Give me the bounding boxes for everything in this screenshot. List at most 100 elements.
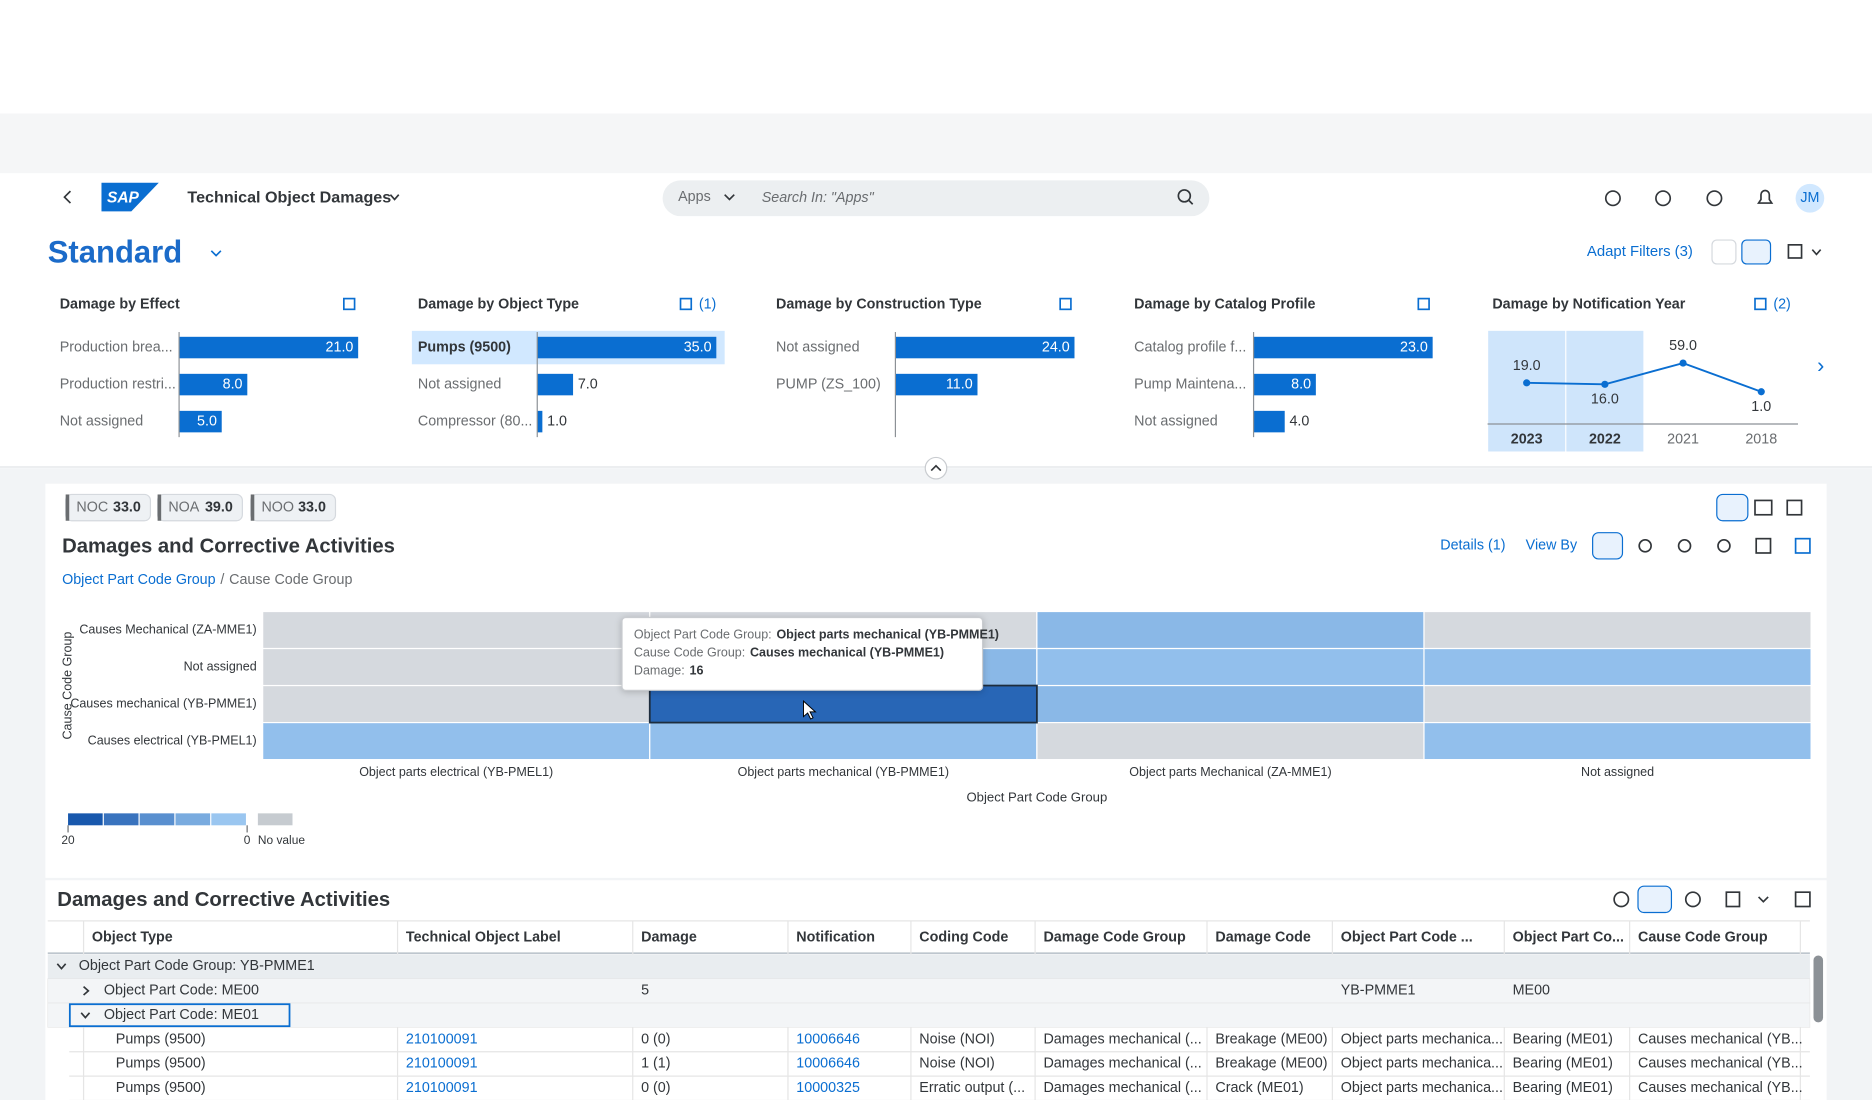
zoom-in[interactable] [1638, 539, 1652, 553]
hide-toggle[interactable] [1637, 885, 1673, 914]
search-input[interactable]: Search In: "Apps" [762, 190, 875, 206]
cell[interactable] [1423, 647, 1812, 687]
cell-text[interactable]: 210100091 [406, 1031, 478, 1047]
next-chart[interactable]: › [1817, 353, 1824, 377]
bar[interactable] [179, 336, 359, 359]
bar-label[interactable]: Pump Maintena... [1134, 376, 1246, 392]
column-header[interactable]: Coding Code [919, 929, 1008, 945]
cell-text[interactable]: 210100091 [406, 1080, 478, 1096]
cell-text[interactable]: 10006646 [796, 1056, 860, 1072]
selected-band[interactable] [1566, 330, 1644, 452]
search-icon[interactable] [1177, 189, 1192, 203]
badge[interactable]: (2) [1773, 296, 1790, 312]
point[interactable] [1601, 380, 1609, 388]
collapse-button[interactable] [924, 456, 948, 480]
cell-text[interactable]: 210100091 [406, 1056, 478, 1072]
expand-icon[interactable] [1417, 297, 1430, 311]
cell[interactable] [649, 721, 1038, 761]
cell[interactable] [649, 684, 1038, 724]
group-row[interactable] [47, 954, 1810, 979]
column-header[interactable]: Cause Code Group [1638, 929, 1768, 945]
app-title[interactable]: Technical Object Damages [187, 189, 391, 207]
expand-icon[interactable] [343, 297, 356, 311]
bar-label[interactable]: Not assigned [1134, 413, 1218, 429]
table-settings[interactable] [1684, 891, 1701, 908]
table-fullscreen[interactable] [1794, 891, 1811, 908]
bar[interactable] [895, 373, 978, 396]
point[interactable] [1679, 359, 1687, 367]
bar[interactable] [1253, 373, 1316, 396]
breadcrumb[interactable]: Object Part Code Group [62, 572, 216, 588]
variant-menu[interactable] [210, 250, 222, 257]
cell-text[interactable]: 10006646 [796, 1031, 860, 1047]
cell[interactable] [1036, 647, 1425, 687]
notifications-icon[interactable] [1757, 189, 1774, 204]
subgroup-row[interactable] [47, 1002, 1811, 1028]
expand-icon[interactable] [1059, 297, 1072, 311]
bar[interactable] [179, 410, 222, 433]
bar-label[interactable]: Not assigned [776, 339, 860, 355]
scrollbar[interactable] [1813, 955, 1824, 1023]
column-header[interactable]: Object Part Code ... [1341, 929, 1473, 945]
legend-toggle[interactable] [1794, 537, 1811, 554]
bar-label[interactable]: Compressor (80... [418, 413, 533, 429]
back-button[interactable] [63, 190, 72, 204]
badge[interactable]: (1) [699, 296, 716, 312]
export[interactable] [1725, 891, 1741, 908]
point[interactable] [1523, 379, 1531, 387]
fullscreen[interactable] [1755, 537, 1772, 554]
column-header[interactable]: Damage [641, 929, 697, 945]
sap-logo[interactable] [101, 182, 159, 212]
x-tick-label[interactable]: 2022 [1589, 431, 1621, 447]
adapt-filters[interactable]: Adapt Filters (3) [1587, 243, 1693, 260]
view-by-toggle[interactable] [1592, 532, 1624, 560]
bar[interactable] [537, 373, 574, 396]
cell-text[interactable]: 10000325 [796, 1080, 860, 1096]
search-scope[interactable]: Apps [678, 189, 711, 205]
column-header[interactable]: Notification [796, 929, 875, 945]
cell[interactable] [1036, 610, 1425, 650]
copilot-icon[interactable] [1604, 190, 1621, 207]
bar-label[interactable]: Production restri... [60, 376, 176, 392]
x-tick-label[interactable]: 2018 [1745, 431, 1777, 447]
column-header[interactable]: Damage Code Group [1043, 929, 1186, 945]
column-header[interactable]: Damage Code [1215, 929, 1310, 945]
list-toggle[interactable] [1711, 239, 1737, 265]
variant-title[interactable]: Standard [48, 235, 182, 270]
point[interactable] [1757, 388, 1765, 396]
bar-label[interactable]: PUMP (ZS_100) [776, 376, 881, 392]
bar[interactable] [179, 373, 248, 396]
details-link[interactable]: Details (1) [1440, 538, 1505, 554]
settings[interactable] [1717, 539, 1731, 553]
share-menu[interactable] [1811, 249, 1822, 256]
bar[interactable] [895, 336, 1075, 359]
bar[interactable] [1253, 336, 1433, 359]
grid-view-toggle[interactable] [1786, 499, 1803, 516]
show-icon[interactable] [1613, 891, 1630, 908]
column-header[interactable]: Object Type [92, 929, 173, 945]
selected-band[interactable] [1488, 330, 1566, 452]
expand-icon[interactable] [679, 297, 693, 311]
title-menu[interactable] [389, 194, 400, 201]
expand-icon[interactable] [1754, 297, 1767, 311]
bar[interactable] [1253, 410, 1285, 433]
x-tick-label[interactable]: 2023 [1511, 431, 1543, 447]
zoom-out[interactable] [1677, 539, 1692, 553]
bar-label[interactable]: Production brea... [60, 339, 173, 355]
support-icon[interactable] [1655, 190, 1672, 207]
view-by[interactable]: View By [1526, 538, 1578, 554]
help-icon[interactable] [1706, 190, 1723, 207]
x-tick-label[interactable]: 2021 [1667, 431, 1699, 447]
bar-label[interactable]: Not assigned [60, 413, 144, 429]
table-view-toggle[interactable] [1716, 493, 1749, 522]
bar-label[interactable]: Catalog profile f... [1134, 339, 1246, 355]
cell[interactable] [1423, 721, 1812, 761]
share-icon[interactable] [1787, 244, 1803, 259]
bar[interactable] [537, 410, 543, 433]
column-header[interactable]: Technical Object Label [406, 929, 561, 945]
column-header[interactable]: Object Part Co... [1513, 929, 1624, 945]
avatar[interactable] [1795, 183, 1825, 213]
bar-label[interactable]: Pumps (9500) [418, 339, 511, 355]
bar-label[interactable]: Not assigned [418, 376, 502, 392]
cell[interactable] [262, 721, 651, 761]
